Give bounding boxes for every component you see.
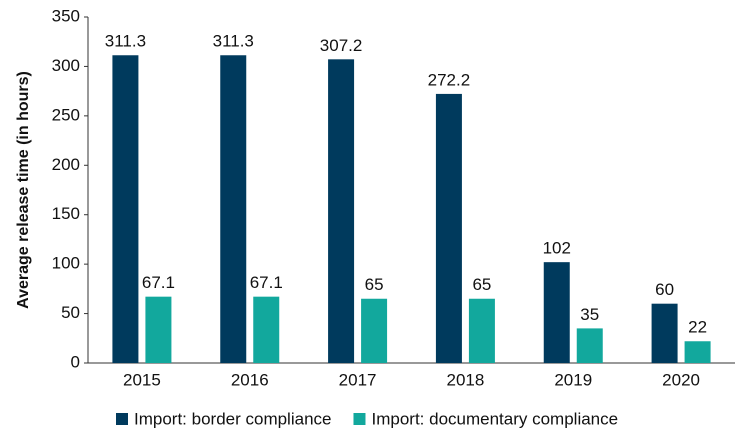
x-tick-label: 2015 [123, 370, 161, 389]
y-tick-label: 150 [52, 204, 80, 223]
bar [435, 93, 462, 363]
bar [468, 298, 495, 363]
x-tick-label: 2018 [447, 370, 485, 389]
y-tick-label: 350 [52, 6, 80, 25]
legend-swatch [116, 413, 128, 425]
bar [361, 298, 388, 363]
y-tick-label: 250 [52, 105, 80, 124]
x-tick-label: 2017 [339, 370, 377, 389]
legend-label: Import: border compliance [134, 409, 331, 428]
bar [145, 296, 172, 363]
x-tick-label: 2020 [662, 370, 700, 389]
value-label: 307.2 [320, 36, 363, 55]
y-tick-label: 0 [71, 352, 80, 371]
bar [328, 59, 355, 364]
value-label: 22 [688, 318, 707, 337]
y-axis-label: Average release time (in hours) [15, 71, 32, 309]
bar [684, 341, 711, 363]
value-label: 65 [365, 275, 384, 294]
y-tick-label: 200 [52, 155, 80, 174]
bar [112, 55, 139, 363]
bar [651, 303, 678, 363]
y-tick-label: 50 [61, 303, 80, 322]
legend-swatch [353, 413, 366, 425]
bar [253, 296, 280, 363]
x-tick-label: 2019 [554, 370, 592, 389]
legend-label: Import: documentary compliance [371, 409, 618, 428]
value-label: 102 [543, 239, 571, 258]
y-tick-label: 100 [52, 254, 80, 273]
value-label: 65 [472, 275, 491, 294]
value-label: 60 [655, 280, 674, 299]
bar [220, 55, 247, 363]
y-tick-label: 300 [52, 56, 80, 75]
bar [543, 262, 570, 363]
value-label: 35 [580, 305, 599, 324]
x-tick-label: 2016 [231, 370, 269, 389]
value-label: 67.1 [142, 273, 175, 292]
value-label: 67.1 [250, 273, 283, 292]
value-label: 272.2 [428, 70, 471, 89]
value-label: 311.3 [213, 32, 254, 51]
bar [576, 328, 603, 363]
value-label: 311.3 [105, 32, 146, 51]
